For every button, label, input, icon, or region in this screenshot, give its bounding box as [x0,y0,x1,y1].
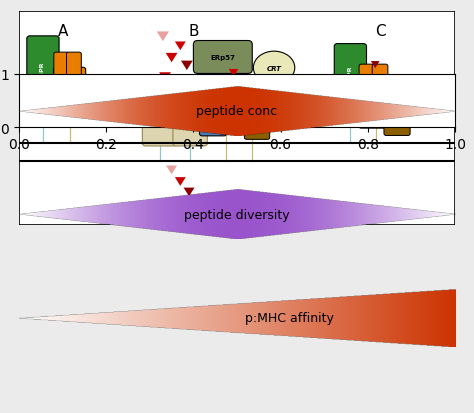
FancyBboxPatch shape [232,72,247,96]
FancyBboxPatch shape [77,94,104,126]
Polygon shape [172,85,184,94]
FancyBboxPatch shape [54,53,69,78]
FancyBboxPatch shape [219,88,251,135]
FancyBboxPatch shape [384,104,410,136]
FancyBboxPatch shape [142,99,177,147]
Text: ERp57: ERp57 [210,55,235,61]
Text: tapasin: tapasin [210,89,216,112]
Polygon shape [159,73,171,83]
Text: TAP1: TAP1 [180,120,200,126]
Text: TAPBPR: TAPBPR [348,66,353,94]
FancyBboxPatch shape [173,99,207,147]
FancyBboxPatch shape [372,65,388,89]
Text: TAPBPR: TAPBPR [40,62,46,90]
Polygon shape [175,43,186,51]
Text: CRT: CRT [267,66,282,71]
Polygon shape [166,54,177,63]
FancyBboxPatch shape [334,45,366,116]
FancyBboxPatch shape [359,80,392,129]
FancyBboxPatch shape [54,68,86,119]
Text: p:MHC affinity: p:MHC affinity [245,311,334,325]
Text: C: C [375,24,386,39]
FancyBboxPatch shape [359,65,375,89]
FancyBboxPatch shape [193,41,252,74]
Text: TAP2: TAP2 [150,120,170,126]
Text: peptide diversity: peptide diversity [184,208,290,221]
Polygon shape [181,62,193,71]
Text: B: B [188,24,199,39]
Text: peptide conc: peptide conc [196,105,278,118]
FancyBboxPatch shape [200,64,227,137]
Text: MHC I: MHC I [67,85,72,102]
FancyBboxPatch shape [66,53,82,78]
Polygon shape [175,178,186,186]
Polygon shape [166,166,177,175]
Text: β2m: β2m [83,107,98,112]
Text: A: A [57,24,68,39]
FancyBboxPatch shape [245,108,270,140]
Polygon shape [371,62,380,69]
FancyBboxPatch shape [27,37,59,116]
Polygon shape [229,70,238,77]
Polygon shape [183,188,194,197]
Ellipse shape [253,52,295,85]
FancyBboxPatch shape [219,72,235,96]
Polygon shape [157,32,169,42]
